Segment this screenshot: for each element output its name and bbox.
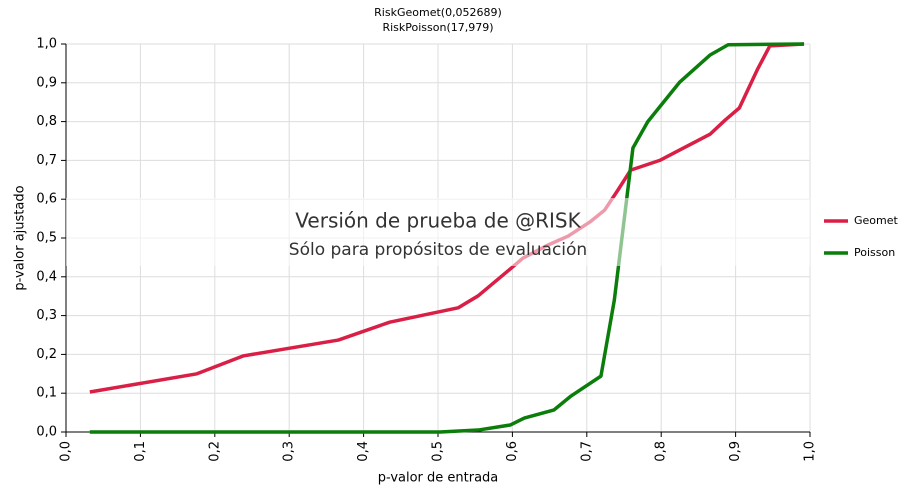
y-tick-label: 0,3 [36, 308, 57, 323]
y-tick-label: 0,9 [36, 75, 57, 90]
x-tick-label: 0,5 [431, 441, 446, 462]
x-tick-label: 0,8 [654, 441, 669, 462]
x-tick-label: 0,2 [207, 441, 222, 462]
legend-label: Geomet [854, 214, 899, 227]
x-tick-label: 0,1 [133, 441, 148, 462]
x-tick-label: 1,0 [803, 441, 818, 462]
y-tick-label: 0,5 [36, 231, 57, 246]
watermark-text: Versión de prueba de @RISK [295, 209, 581, 233]
y-tick-label: 0,8 [36, 114, 57, 129]
x-tick-label: 0,7 [579, 441, 594, 462]
y-tick-label: 0,4 [36, 269, 57, 284]
watermark-band [66, 198, 810, 266]
x-tick-label: 0,4 [356, 441, 371, 462]
y-axis-label: p-valor ajustado [13, 185, 28, 290]
legend-label: Poisson [854, 246, 895, 259]
series-line [89, 42, 805, 434]
x-tick-label: 0,6 [505, 441, 520, 462]
y-tick-label: 0,6 [36, 192, 57, 207]
watermark-text: Sólo para propósitos de evaluación [289, 240, 587, 260]
y-tick-label: 0,1 [36, 386, 57, 401]
y-tick-label: 0,2 [36, 347, 57, 362]
chart-title: RiskGeomet(0,052689) [374, 6, 502, 19]
x-tick-label: 0,0 [59, 441, 74, 462]
y-tick-label: 1,0 [36, 37, 57, 52]
y-tick-label: 0,0 [36, 425, 57, 440]
x-tick-label: 0,3 [282, 441, 297, 462]
x-axis-label: p-valor de entrada [378, 471, 499, 486]
x-tick-label: 0,9 [728, 441, 743, 462]
y-tick-label: 0,7 [36, 153, 57, 168]
chart-subtitle: RiskPoisson(17,979) [382, 21, 493, 34]
